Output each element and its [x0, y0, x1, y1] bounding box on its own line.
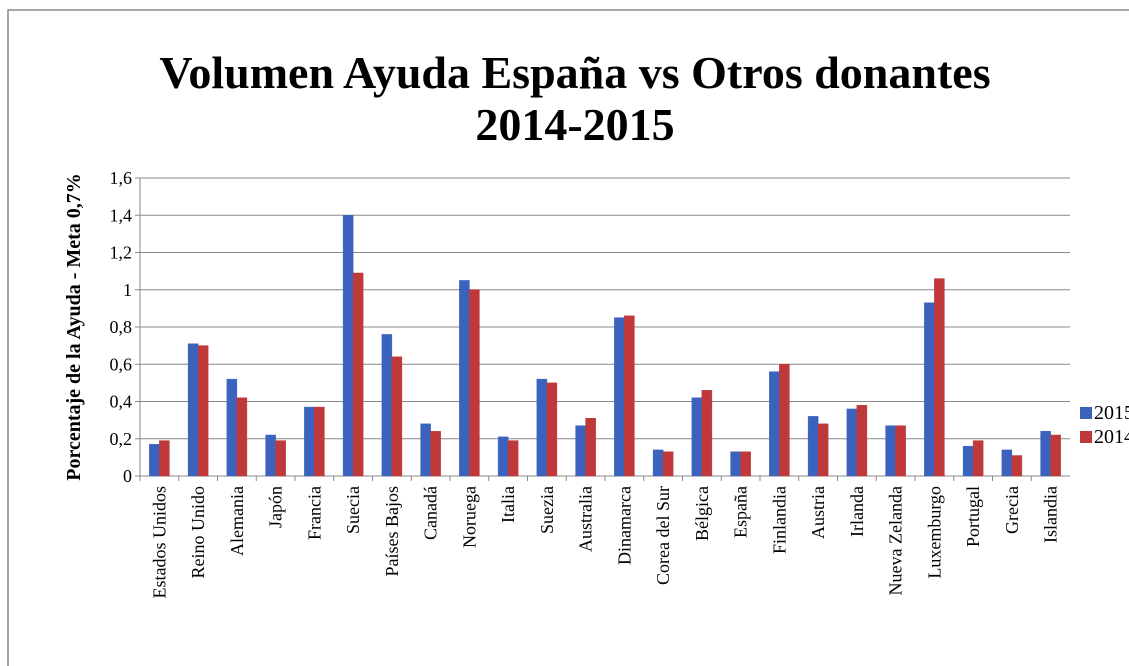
y-tick-label: 0,8	[110, 317, 133, 337]
x-tick-label: Grecia	[1002, 486, 1022, 534]
bar	[575, 425, 586, 477]
x-tick-label: Suecia	[343, 486, 363, 534]
x-tick-label: Irlanda	[847, 486, 867, 537]
bar	[459, 280, 470, 477]
x-tick-label: Países Bajos	[382, 486, 402, 577]
legend-label: 2014	[1094, 426, 1129, 448]
x-tick-label: Suezia	[537, 486, 557, 534]
x-tick-label: Japón	[266, 486, 286, 528]
bar	[652, 449, 664, 477]
bar	[507, 440, 519, 477]
bar	[924, 302, 935, 477]
x-tick-label: Estados Unidos	[149, 486, 169, 599]
legend-swatch	[1080, 407, 1092, 419]
bar	[856, 404, 868, 477]
x-tick-label: Reino Unido	[188, 486, 208, 579]
x-tick-label: Canadá	[421, 486, 441, 540]
legend-swatch	[1080, 431, 1092, 443]
x-tick-label: Austria	[808, 486, 828, 539]
bar	[469, 289, 480, 477]
y-tick-label: 0	[123, 466, 132, 486]
x-tick-label: Alemania	[227, 486, 247, 556]
x-tick-label: Dinamarca	[614, 486, 634, 565]
bar	[691, 397, 703, 477]
bar	[159, 440, 170, 477]
bar	[614, 317, 625, 477]
y-axis-label: Porcentaje de la Ayuda - Meta 0,7%	[63, 173, 85, 481]
y-tick-label: 1,4	[110, 205, 133, 225]
bar	[807, 416, 819, 477]
x-tick-label: Islandia	[1041, 486, 1061, 543]
bar	[536, 378, 548, 477]
bar	[740, 451, 751, 477]
x-tick-label: Bélgica	[692, 486, 712, 541]
bar	[236, 397, 248, 477]
y-tick-label: 0,2	[110, 429, 133, 449]
x-tick-label: Australia	[576, 486, 596, 552]
bar	[779, 364, 790, 477]
x-tick-label: Nueva Zelanda	[886, 486, 906, 595]
bar	[352, 272, 364, 477]
bar	[895, 425, 906, 477]
x-tick-label: Francia	[304, 486, 324, 540]
bar	[265, 434, 276, 477]
y-tick-label: 1,6	[110, 168, 133, 188]
bar	[1040, 431, 1051, 477]
bar	[381, 334, 393, 477]
bar	[972, 440, 984, 477]
y-tick-label: 1,2	[110, 243, 133, 263]
bar	[149, 444, 160, 477]
x-tick-label: Italia	[498, 486, 518, 523]
bar	[769, 371, 780, 477]
bar	[885, 425, 896, 477]
x-tick-label: Finlandia	[769, 486, 789, 554]
bar	[585, 418, 596, 477]
bar	[391, 356, 403, 477]
bar	[730, 451, 741, 477]
x-tick-label: Corea del Sur	[653, 486, 673, 585]
bar	[226, 378, 238, 477]
bar	[430, 431, 441, 477]
bar	[701, 390, 713, 477]
bar	[304, 406, 315, 477]
bar	[187, 343, 199, 477]
y-tick-label: 0,6	[110, 354, 133, 374]
bar	[275, 440, 286, 477]
chart-title: 2014-2015	[475, 99, 674, 150]
legend-label: 2015	[1094, 402, 1129, 424]
bar	[1050, 434, 1061, 477]
bar	[817, 423, 829, 477]
bar	[420, 423, 431, 477]
bar	[662, 451, 674, 477]
x-tick-label: Portugal	[963, 486, 983, 547]
bar	[1001, 449, 1013, 477]
bar	[342, 215, 354, 477]
bar	[624, 315, 635, 477]
bar	[962, 445, 974, 477]
bar	[314, 406, 325, 477]
bar	[546, 382, 558, 477]
chart-title: Volumen Ayuda España vs Otros donantes	[159, 47, 990, 98]
x-tick-label: Noruega	[459, 486, 479, 548]
y-tick-label: 1	[123, 280, 132, 300]
bar	[197, 345, 209, 477]
bar	[1011, 455, 1023, 477]
y-tick-label: 0,4	[110, 392, 133, 412]
x-tick-label: España	[731, 486, 751, 538]
x-tick-label: Luxemburgo	[924, 486, 944, 579]
bar	[846, 408, 858, 477]
bar	[934, 278, 945, 477]
bar	[497, 436, 509, 477]
